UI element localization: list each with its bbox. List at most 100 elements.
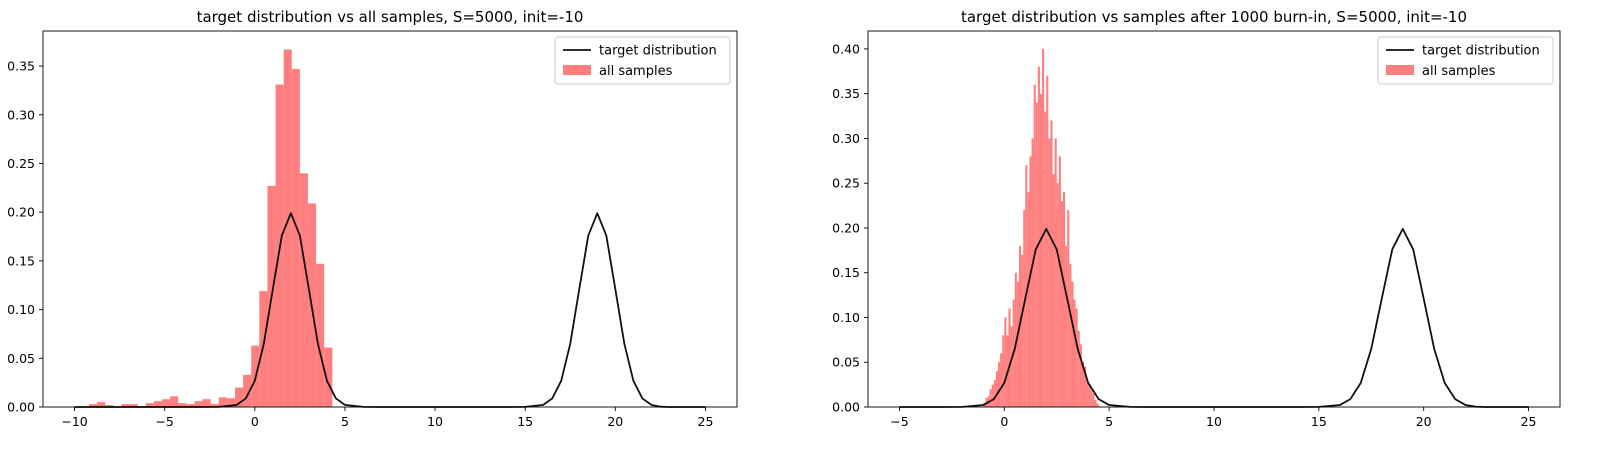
histogram-bar — [1056, 183, 1059, 407]
y-tick-label: 0.25 — [832, 176, 860, 191]
histogram-bar — [1083, 366, 1087, 407]
histogram-bar — [1096, 403, 1099, 407]
legend-box — [1377, 36, 1554, 85]
histogram-bar — [1002, 335, 1005, 407]
histogram-bar — [1092, 393, 1095, 407]
y-tick-label: 0.10 — [832, 310, 860, 325]
x-tick-label: 5 — [1105, 414, 1113, 429]
histogram-bar — [234, 387, 244, 407]
y-tick-label: 0.15 — [832, 265, 860, 280]
y-tick-label: 0.35 — [832, 86, 860, 101]
histogram-bar — [1023, 210, 1026, 407]
x-tick-label: 25 — [1521, 414, 1537, 429]
x-tick-label: 15 — [1311, 414, 1327, 429]
histogram-bar — [1039, 93, 1043, 408]
histogram-bar — [121, 404, 130, 407]
y-tick-label: 0.05 — [832, 355, 860, 370]
histogram-bar — [1058, 156, 1061, 407]
histogram-bar — [186, 404, 195, 407]
y-tick-label: 0.35 — [7, 59, 35, 74]
y-tick-label: 0.00 — [832, 400, 860, 415]
histogram-bar — [210, 404, 219, 407]
histogram-bar — [178, 403, 187, 407]
x-tick-label: −5 — [155, 414, 173, 429]
histogram-bar — [1094, 399, 1097, 407]
histogram-bar — [170, 396, 179, 407]
y-tick-label: 0.40 — [832, 41, 860, 56]
histogram-bar — [145, 403, 154, 407]
x-tick-label: −5 — [890, 414, 908, 429]
legend-entry-samples: all samples — [599, 64, 673, 79]
histogram-bar — [153, 401, 162, 407]
axes-frame — [42, 30, 738, 408]
histogram-bar — [1086, 380, 1089, 407]
histogram-bar — [1088, 384, 1091, 407]
histogram-bar — [1033, 84, 1036, 407]
chart-title: target distribution vs samples after 100… — [961, 8, 1467, 26]
histogram-bar — [1035, 102, 1038, 407]
x-tick-label: −10 — [61, 414, 87, 429]
x-tick-label: 0 — [1000, 414, 1008, 429]
legend-box — [554, 36, 731, 85]
histogram-bar — [129, 404, 138, 407]
axes-frame — [867, 30, 1561, 408]
histogram-bar — [1029, 156, 1032, 407]
histogram-bar — [1075, 308, 1078, 407]
histogram-bar — [1071, 281, 1074, 407]
histogram-bar — [1090, 389, 1093, 407]
histogram-bar — [1060, 201, 1064, 407]
histogram-bar — [1077, 330, 1080, 407]
histogram-bar — [243, 374, 252, 407]
histogram-bar — [226, 398, 235, 407]
histogram-bar — [1067, 210, 1070, 407]
legend: target distribution all samples — [1377, 36, 1554, 85]
histogram-bar — [1050, 120, 1053, 408]
y-tick-label: 0.25 — [7, 156, 35, 171]
legend-patch-swatch — [563, 65, 591, 75]
y-tick-label: 0.30 — [832, 131, 860, 146]
histogram-bar — [1027, 192, 1030, 407]
histogram-bar — [1065, 245, 1068, 407]
histogram-bar — [1010, 326, 1013, 407]
target-distribution-line — [899, 227, 1529, 408]
histogram-bar — [97, 402, 106, 407]
histogram-bar — [1021, 254, 1024, 407]
histogram-bar — [1048, 138, 1051, 407]
y-tick-label: 0.15 — [7, 253, 35, 268]
histogram-bar — [194, 401, 203, 407]
x-tick-label: 0 — [251, 414, 259, 429]
histogram-bar — [218, 397, 227, 407]
histogram-bar — [1025, 165, 1028, 407]
histogram-bars — [983, 48, 1099, 408]
histogram-bar — [995, 371, 999, 407]
histogram-bar — [1063, 192, 1066, 407]
histogram-bar — [1073, 299, 1076, 407]
histogram-bar — [1037, 66, 1040, 408]
histogram-bar — [1069, 263, 1072, 407]
histogram-bar — [993, 380, 996, 407]
histogram-bar — [316, 263, 325, 407]
x-tick-label: 15 — [517, 414, 533, 429]
chart-2: target distribution vs samples after 100… — [832, 8, 1561, 429]
histogram-bar — [283, 49, 292, 407]
x-tick-label: 10 — [427, 414, 443, 429]
histogram-bar — [1052, 174, 1055, 407]
x-tick-label: 10 — [1206, 414, 1222, 429]
histogram-bar — [1044, 111, 1047, 408]
histogram-bar — [1008, 308, 1011, 407]
histogram-bar — [989, 389, 992, 407]
legend-entry-target: target distribution — [599, 44, 717, 59]
histogram-bar — [161, 399, 171, 407]
x-tick-label: 20 — [607, 414, 623, 429]
histogram-bar — [1004, 317, 1007, 407]
histogram-bar — [1016, 281, 1019, 407]
histogram-bar — [324, 347, 333, 407]
chart-1: target distribution vs all samples, S=50… — [7, 8, 738, 429]
target-distribution-line — [74, 212, 706, 408]
y-tick-label: 0.30 — [7, 107, 35, 122]
histogram-bar — [88, 404, 98, 407]
y-tick-label: 0.20 — [7, 205, 35, 220]
histogram-bar — [1081, 362, 1084, 407]
histogram-bar — [1031, 138, 1034, 407]
